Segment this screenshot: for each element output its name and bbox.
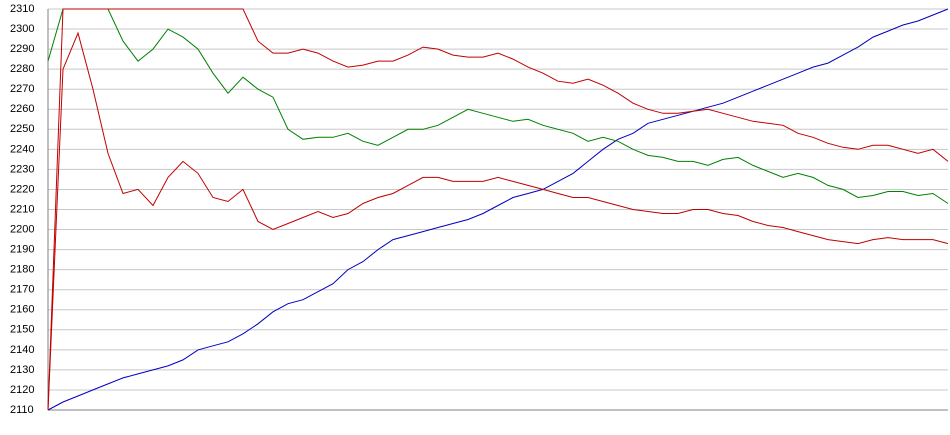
- y-tick-label: 2160: [10, 304, 34, 316]
- y-tick-label: 2260: [10, 103, 34, 115]
- y-tick-label: 2110: [10, 404, 34, 416]
- y-tick-label: 2170: [10, 284, 34, 296]
- line-series: [47, 8, 949, 411]
- y-tick-label: 2140: [10, 344, 34, 356]
- y-tick-label: 2150: [10, 324, 34, 336]
- line-series: [47, 31, 949, 411]
- y-tick-label: 2130: [10, 364, 34, 376]
- y-tick-label: 2190: [10, 244, 34, 256]
- y-tick-label: 2290: [10, 43, 34, 55]
- y-tick-label: 2210: [10, 203, 34, 215]
- y-tick-label: 2220: [10, 183, 34, 195]
- y-tick-label: 2180: [10, 264, 34, 276]
- y-tick-label: 2310: [10, 3, 34, 15]
- line-series: [47, 8, 949, 411]
- y-tick-label: 2240: [10, 143, 34, 155]
- y-tick-label: 2250: [10, 123, 34, 135]
- y-tick-label: 2300: [10, 23, 34, 35]
- y-tick-label: 2200: [10, 223, 34, 235]
- y-tick-label: 2230: [10, 163, 34, 175]
- y-tick-label: 2270: [10, 83, 34, 95]
- y-tick-label: 2120: [10, 384, 34, 396]
- y-tick-label: 2280: [10, 63, 34, 75]
- line-series: [47, 8, 949, 204]
